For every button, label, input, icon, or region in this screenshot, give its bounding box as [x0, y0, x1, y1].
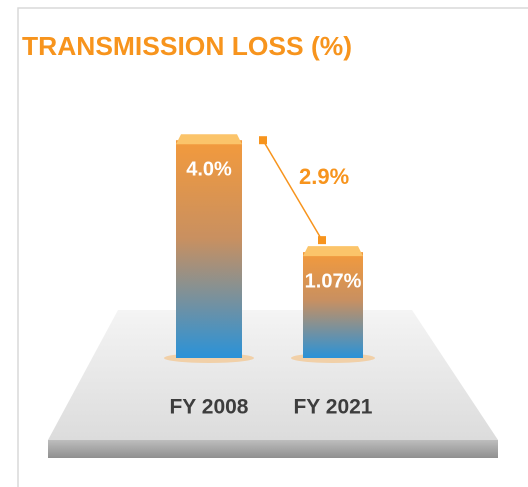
bar-cap: [303, 246, 363, 257]
frame: [17, 7, 528, 487]
annotation: 2.9%: [299, 164, 349, 189]
platform-edge: [48, 440, 498, 458]
bar: [176, 140, 242, 358]
x-tick-label: FY 2021: [293, 396, 372, 419]
bar: [303, 252, 363, 358]
bar-cap: [176, 134, 242, 145]
change-end: [318, 236, 326, 245]
chart-title: TRANSMISSION LOSS (%): [22, 31, 352, 61]
change-end: [259, 136, 267, 145]
x-tick-label: FY 2008: [169, 396, 248, 419]
value-label: 4.0%: [186, 158, 232, 180]
platform: [48, 310, 498, 440]
change-line: [262, 139, 323, 241]
value-label: 1.07%: [305, 270, 362, 292]
